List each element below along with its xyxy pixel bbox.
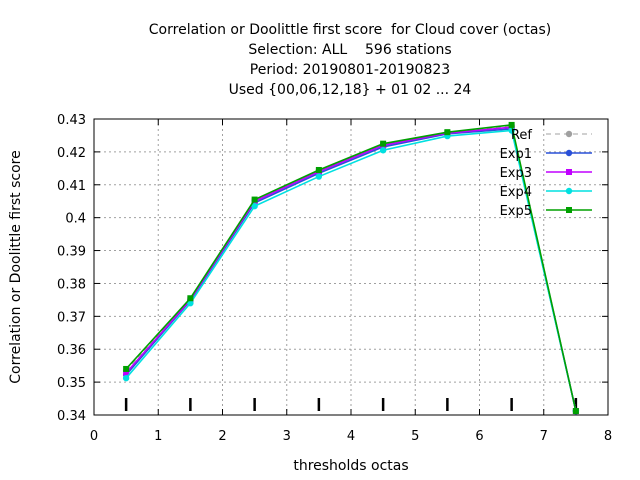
series-line-exp5	[125, 124, 577, 412]
data-point	[380, 140, 387, 147]
y-axis-ticks: 0.34 0.35 0.36 0.37 0.38 0.39 0.4 0.41 0.42 0.43	[57, 113, 608, 424]
legend-entry-ref: Ref	[511, 128, 592, 143]
legend-entry-exp5: Exp5	[500, 204, 592, 219]
x-tick-label: 4	[347, 429, 355, 444]
data-point	[187, 295, 194, 302]
legend-label: Exp4	[500, 185, 532, 200]
y-tick-label: 0.39	[57, 245, 86, 260]
x-tick-label: 5	[411, 429, 419, 444]
data-point	[379, 147, 387, 154]
y-tick-label: 0.34	[57, 409, 86, 424]
legend-entry-exp3: Exp3	[500, 166, 592, 181]
data-point	[315, 166, 322, 173]
x-axis-label: thresholds octas	[293, 458, 408, 474]
data-point	[444, 129, 451, 136]
y-tick-label: 0.4	[65, 212, 86, 227]
legend-swatch-marker	[566, 207, 572, 213]
title-line-1: Correlation or Doolittle first score for…	[148, 22, 552, 38]
series-line-exp3	[125, 126, 577, 412]
x-tick-label: 2	[218, 429, 226, 444]
legend-label: Ref	[511, 128, 532, 143]
legend-entry-exp4: Exp4	[500, 185, 592, 200]
data-point	[251, 196, 258, 203]
data-point	[251, 202, 258, 210]
x-axis-ticks: 0 1 2 3 4 5 6 7 8	[90, 119, 612, 444]
x-tick-label: 7	[540, 429, 548, 444]
legend-swatch-marker	[565, 130, 573, 138]
y-axis-label: Correlation or Doolittle first score	[8, 150, 24, 383]
y-tick-label: 0.35	[57, 376, 86, 391]
data-point	[123, 369, 130, 376]
title-line-3: Period: 20190801-20190823	[249, 62, 451, 78]
x-tick-label: 8	[604, 429, 612, 444]
y-tick-label: 0.38	[57, 277, 86, 292]
y-tick-label: 0.41	[57, 179, 86, 194]
legend-swatch-marker	[566, 169, 572, 175]
data-point	[508, 121, 515, 128]
legend-label: Exp1	[500, 147, 532, 162]
x-tick-label: 1	[154, 429, 162, 444]
data-point	[122, 374, 130, 382]
x-tick-label: 3	[283, 429, 291, 444]
series-exp5	[123, 121, 579, 415]
series-lines	[122, 121, 580, 415]
data-point	[315, 173, 323, 180]
data-point	[123, 365, 130, 372]
series-line-exp4	[125, 129, 577, 412]
legend-swatch-marker	[565, 187, 573, 195]
y-tick-label: 0.43	[57, 113, 86, 128]
chart-title: Correlation or Doolittle first score for…	[0, 20, 640, 100]
data-point	[572, 408, 579, 415]
data-point	[187, 299, 194, 307]
title-line-4: Used {00,06,12,18} + 01 02 ... 24	[228, 82, 472, 98]
x-tick-label: 0	[90, 429, 98, 444]
y-tick-label: 0.37	[57, 310, 86, 325]
x-tick-label: 6	[475, 429, 483, 444]
legend-entry-exp1: Exp1	[500, 147, 592, 162]
legend-label: Exp5	[500, 204, 532, 219]
y-tick-label: 0.36	[57, 343, 86, 358]
legend-swatch-marker	[565, 149, 573, 157]
legend-label: Exp3	[500, 166, 532, 181]
legend: Ref Exp1 Exp3 Exp4 Exp5	[500, 128, 592, 219]
y-tick-label: 0.42	[57, 146, 86, 161]
title-line-2: Selection: ALL 596 stations	[248, 42, 452, 58]
